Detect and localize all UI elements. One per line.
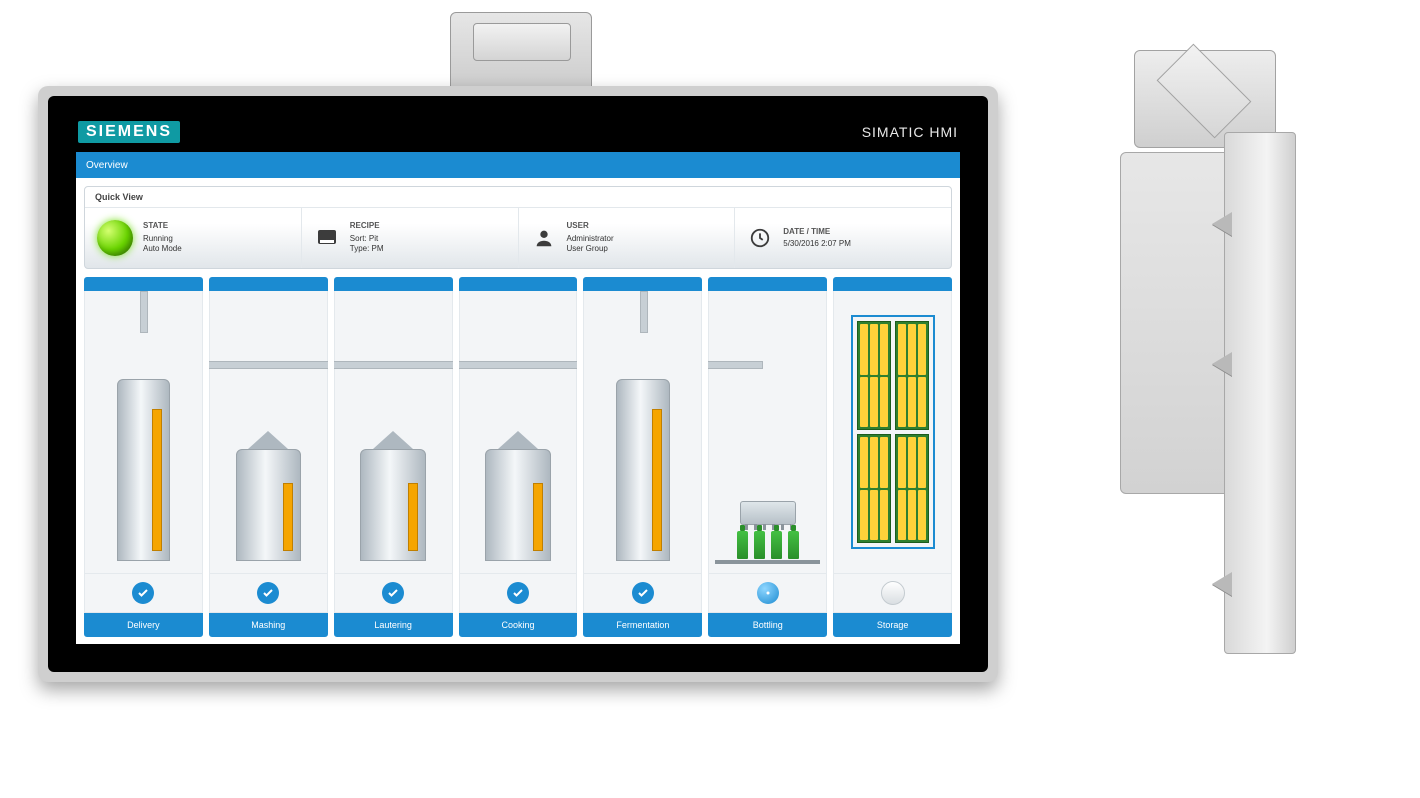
lane-label: Mashing [209, 613, 328, 637]
page-title: Overview [86, 160, 128, 171]
user-icon [531, 225, 557, 251]
lane-label: Lautering [334, 613, 453, 637]
qv-dt-heading: DATE / TIME [783, 227, 851, 237]
mount-lug-icon [1212, 212, 1232, 236]
qv-user-heading: USER [567, 221, 614, 231]
qv-recipe-heading: RECIPE [350, 221, 384, 231]
lane-body [833, 291, 952, 574]
check-icon [382, 582, 404, 604]
check-icon [507, 582, 529, 604]
hmi-screen: Overview Quick View STATE Running Auto M… [76, 152, 960, 644]
lane-status [708, 574, 827, 613]
qv-datetime[interactable]: DATE / TIME 5/30/2016 2:07 PM [735, 208, 951, 268]
lane-header-bar [84, 277, 203, 291]
process-lane[interactable]: Lautering [334, 277, 453, 637]
process-lanes: DeliveryMashingLauteringCookingFermentat… [84, 277, 952, 637]
lane-body [583, 291, 702, 574]
lane-status [84, 574, 203, 613]
check-icon [257, 582, 279, 604]
qv-dt-line1: 5/30/2016 2:07 PM [783, 239, 851, 249]
qv-recipe-line2: Type: PM [350, 244, 384, 254]
lane-status [209, 574, 328, 613]
clock-icon [747, 225, 773, 251]
qv-state-line1: Running [143, 234, 182, 244]
qv-state-line2: Auto Mode [143, 244, 182, 254]
side-electronics-box [1120, 152, 1232, 494]
recipe-icon [314, 225, 340, 251]
lane-header-bar [334, 277, 453, 291]
process-lane[interactable]: Cooking [459, 277, 578, 637]
lane-label: Bottling [708, 613, 827, 637]
hmi-panel-front: SIEMENS SIMATIC HMI Overview Quick View … [38, 86, 998, 682]
check-icon [132, 582, 154, 604]
lane-body [708, 291, 827, 574]
lane-label: Delivery [84, 613, 203, 637]
qv-state[interactable]: STATE Running Auto Mode [85, 208, 302, 268]
lane-header-bar [833, 277, 952, 291]
qv-user-line2: User Group [567, 244, 614, 254]
process-lane[interactable]: Storage [833, 277, 952, 637]
lane-header-bar [708, 277, 827, 291]
process-lane[interactable]: Fermentation [583, 277, 702, 637]
qv-state-heading: STATE [143, 221, 182, 231]
idle-icon [881, 581, 905, 605]
lane-header-bar [459, 277, 578, 291]
quick-view-title: Quick View [85, 187, 951, 208]
bezel: SIEMENS SIMATIC HMI Overview Quick View … [48, 96, 988, 672]
quick-view-panel: Quick View STATE Running Auto Mode [84, 186, 952, 269]
mount-lug-icon [1212, 572, 1232, 596]
lane-status [583, 574, 702, 613]
lane-body [84, 291, 203, 574]
lane-body [209, 291, 328, 574]
check-icon [632, 582, 654, 604]
lane-label: Fermentation [583, 613, 702, 637]
lane-body [459, 291, 578, 574]
qv-recipe[interactable]: RECIPE Sort: Pit Type: PM [302, 208, 519, 268]
side-panel-body [1224, 132, 1296, 654]
lane-status [334, 574, 453, 613]
product-label: SIMATIC HMI [862, 124, 958, 140]
qv-user[interactable]: USER Administrator User Group [519, 208, 736, 268]
process-lane[interactable]: Delivery [84, 277, 203, 637]
mount-lug-icon [1212, 352, 1232, 376]
page-title-bar: Overview [76, 152, 960, 178]
lane-label: Cooking [459, 613, 578, 637]
lane-status [459, 574, 578, 613]
brand-logo: SIEMENS [78, 121, 180, 143]
status-led-icon [97, 220, 133, 256]
lane-header-bar [583, 277, 702, 291]
lane-header-bar [209, 277, 328, 291]
process-lane[interactable]: Bottling [708, 277, 827, 637]
qv-user-line1: Administrator [567, 234, 614, 244]
lane-label: Storage [833, 613, 952, 637]
progress-icon [757, 582, 779, 604]
lane-body [334, 291, 453, 574]
hmi-panel-side-view [1076, 32, 1296, 672]
qv-recipe-line1: Sort: Pit [350, 234, 384, 244]
process-lane[interactable]: Mashing [209, 277, 328, 637]
lane-status [833, 574, 952, 613]
